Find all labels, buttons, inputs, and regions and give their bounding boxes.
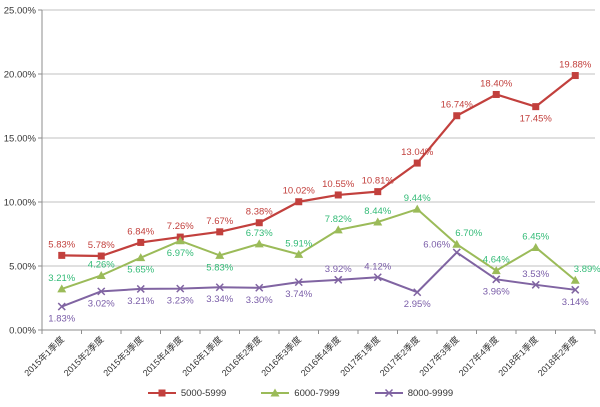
data-label: 7.67%	[206, 216, 233, 227]
data-label: 3.96%	[483, 286, 510, 297]
data-label: 5.78%	[88, 240, 115, 251]
x-tick-label: 2017年2季度	[377, 334, 422, 379]
data-label: 13.04%	[401, 147, 434, 158]
y-tick-label: 20.00%	[4, 70, 37, 81]
x-tick-label: 2017年3季度	[417, 334, 462, 379]
data-label: 8.38%	[246, 207, 273, 218]
series-8000-9999	[57, 248, 580, 311]
legend-label: 6000-7999	[294, 387, 340, 399]
series-6000-7999	[57, 204, 580, 293]
gridlines	[42, 9, 595, 267]
legend-marker-triangle-icon	[261, 388, 290, 397]
data-label: 10.02%	[283, 186, 316, 197]
legend-item-5000-5999: 5000-5999	[147, 387, 226, 399]
x-tick-label: 2015年1季度	[22, 334, 67, 379]
data-label: 16.74%	[441, 100, 474, 111]
x-tick-label: 2015年2季度	[61, 334, 106, 379]
data-label: 2.95%	[404, 299, 431, 310]
data-labels-8000-9999: 1.83% 3.02% 3.21% 3.23% 3.34% 3.30% 3.74% 3.92%…	[48, 239, 589, 324]
data-labels-5000-5999: 5.83% 5.78% 6.84% 7.26% 7.67% 8.38% 10.02% 10.5…	[48, 60, 592, 251]
legend-label: 5000-5999	[180, 387, 227, 399]
x-tick-label: 2016年3季度	[259, 334, 304, 379]
data-label: 3.21%	[127, 296, 154, 307]
x-axis-labels: 2015年1季度2015年2季度2015年3季度2015年4季度2016年1季度…	[22, 334, 580, 379]
axes	[38, 9, 596, 334]
data-label: 4.12%	[364, 261, 391, 272]
y-tick-label: 25.00%	[4, 6, 37, 17]
y-tick-label: 5.00%	[9, 262, 36, 273]
y-tick-label: 10.00%	[4, 198, 37, 209]
data-label: 6.84%	[127, 226, 154, 237]
data-label: 17.45%	[520, 114, 553, 125]
data-label: 3.02%	[88, 298, 115, 309]
data-label: 6.73%	[246, 228, 273, 239]
data-label: 6.97%	[167, 248, 194, 259]
data-label: 5.83%	[206, 262, 233, 273]
y-tick-label: 0.00%	[9, 326, 36, 337]
x-tick-label: 2016年4季度	[298, 334, 343, 379]
data-label: 8.44%	[364, 206, 391, 217]
data-label: 7.26%	[167, 221, 194, 232]
y-axis-labels: 0.00% 5.00% 10.00% 15.00% 20.00% 25.00%	[4, 6, 37, 337]
legend-marker-square-icon	[147, 389, 176, 397]
data-label: 10.55%	[322, 179, 355, 190]
legend-item-6000-7999: 6000-7999	[260, 387, 340, 399]
x-tick-label: 2016年1季度	[180, 334, 225, 379]
data-label: 3.23%	[167, 296, 194, 307]
data-label: 6.06%	[423, 239, 450, 250]
data-label: 3.74%	[285, 289, 312, 300]
data-label: 5.65%	[127, 265, 154, 276]
data-label: 4.64%	[483, 255, 510, 266]
x-tick-label: 2017年1季度	[338, 334, 383, 379]
data-label: 3.34%	[206, 294, 233, 305]
y-tick-label: 15.00%	[4, 134, 37, 145]
data-label: 6.45%	[522, 231, 549, 242]
series-line	[61, 74, 576, 258]
data-label: 3.53%	[522, 269, 549, 280]
data-label: 3.92%	[325, 264, 352, 275]
data-label: 3.30%	[246, 295, 273, 306]
data-label: 3.89%	[574, 264, 600, 275]
data-label: 1.83%	[48, 314, 75, 325]
legend-marker-x-icon	[374, 388, 403, 398]
x-tick-label: 2016年2季度	[219, 334, 264, 379]
data-labels-6000-7999: 3.21% 4.26% 5.65% 6.97% 5.83% 6.73% 5.91% 7.82%…	[48, 193, 600, 284]
data-label: 5.83%	[48, 239, 75, 250]
x-tick-label: 2015年3季度	[101, 334, 146, 379]
chart-canvas: 0.00% 5.00% 10.00% 15.00% 20.00% 25.00% 2015年1…	[4, 6, 600, 379]
chart-legend: 5000-5999 6000-7999 8000-9999	[0, 383, 600, 403]
data-label: 19.88%	[559, 60, 592, 71]
data-label: 4.26%	[88, 259, 115, 270]
data-label: 6.70%	[455, 228, 482, 239]
x-tick-label: 2018年2季度	[535, 334, 580, 379]
data-label: 18.40%	[480, 78, 513, 89]
legend-item-8000-9999: 8000-9999	[374, 387, 453, 399]
data-label: 10.81%	[362, 176, 395, 187]
data-label: 3.21%	[48, 273, 75, 284]
x-tick-label: 2017年4季度	[456, 334, 501, 379]
data-label: 9.44%	[404, 193, 431, 204]
x-tick-label: 2015年4季度	[140, 334, 185, 379]
data-label: 5.91%	[285, 238, 312, 249]
legend-label: 8000-9999	[407, 387, 454, 399]
data-label: 7.82%	[325, 214, 352, 225]
data-label: 3.14%	[562, 297, 589, 308]
series-line	[61, 251, 576, 308]
series-line	[61, 208, 576, 290]
x-tick-label: 2018年1季度	[496, 334, 541, 379]
